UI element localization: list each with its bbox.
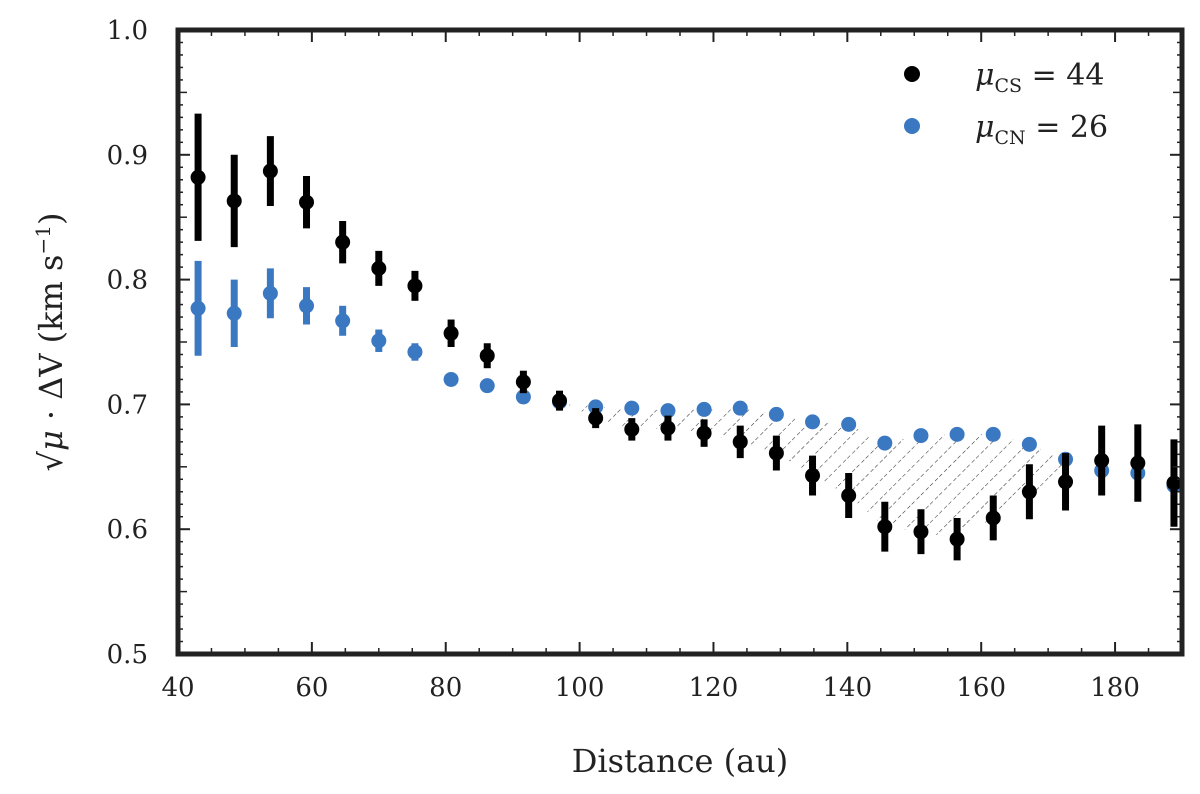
point-cn	[913, 428, 929, 444]
point-cs	[588, 410, 604, 426]
series-cs	[190, 113, 1182, 561]
x-axis-label: Distance (au)	[572, 742, 789, 780]
point-cs	[913, 524, 929, 540]
point-cs	[841, 488, 857, 504]
point-cn	[768, 406, 784, 422]
y-tick-label: 1.0	[107, 16, 148, 46]
point-cs	[1166, 475, 1182, 491]
y-axis-label: √μ · ΔV (km s−1)	[31, 213, 70, 472]
point-cs	[768, 445, 784, 461]
point-cs	[190, 169, 206, 185]
legend-label-cs: μCS = 44	[975, 58, 1104, 97]
point-cs	[262, 163, 278, 179]
point-cn	[299, 298, 315, 314]
point-cn	[805, 414, 821, 430]
point-cn	[515, 389, 531, 405]
point-cs	[552, 393, 568, 409]
y-tick-label: 0.7	[107, 390, 148, 420]
point-cn	[985, 426, 1001, 442]
y-tick-label: 0.6	[107, 515, 148, 545]
point-cs	[696, 425, 712, 441]
y-tick-label: 0.5	[107, 640, 148, 670]
point-cs	[226, 193, 242, 209]
point-cs	[479, 348, 495, 364]
point-cs	[660, 420, 676, 436]
y-tick-label: 0.8	[107, 266, 148, 296]
x-tick-label: 180	[1090, 673, 1140, 703]
point-cn	[190, 300, 206, 316]
point-cn	[841, 416, 857, 432]
point-cn	[624, 400, 640, 416]
point-cs	[805, 468, 821, 484]
point-cs	[407, 278, 423, 294]
point-cs	[1058, 474, 1074, 490]
point-cs	[299, 194, 315, 210]
point-cs	[515, 374, 531, 390]
point-cn	[407, 344, 423, 360]
axis-ticks: 40 60 80 100 120 140 160 180 0.5 0.6 0.7 0.8 0.9 1.0	[107, 16, 1182, 703]
point-cn	[660, 403, 676, 419]
x-tick-label: 160	[956, 673, 1006, 703]
y-tick-label: 0.9	[107, 141, 148, 171]
point-cn	[696, 401, 712, 417]
point-cn	[877, 435, 893, 451]
point-cn	[588, 399, 604, 415]
point-cn	[371, 333, 387, 349]
point-cs	[1094, 453, 1110, 469]
legend-marker-cn	[904, 118, 920, 134]
point-cs	[949, 531, 965, 547]
x-tick-label: 100	[555, 673, 605, 703]
point-cs	[985, 510, 1001, 526]
x-tick-label: 60	[295, 673, 328, 703]
point-cs	[1130, 455, 1146, 471]
point-cn	[226, 305, 242, 321]
point-cn	[1021, 436, 1037, 452]
point-cs	[624, 421, 640, 437]
x-tick-label: 40	[161, 673, 194, 703]
point-cs	[335, 234, 351, 250]
point-cs	[1021, 484, 1037, 500]
point-cs	[732, 434, 748, 450]
x-tick-label: 80	[429, 673, 462, 703]
legend: μCS = 44 μCN = 26	[904, 58, 1108, 149]
point-cn	[262, 285, 278, 301]
point-cs	[443, 325, 459, 341]
x-tick-label: 120	[689, 673, 739, 703]
point-cs	[877, 519, 893, 535]
point-cn	[335, 313, 351, 329]
legend-marker-cs	[904, 66, 920, 82]
point-cn	[443, 371, 459, 387]
legend-label-cn: μCN = 26	[975, 110, 1108, 149]
point-cs	[371, 260, 387, 276]
point-cn	[479, 378, 495, 394]
x-tick-label: 140	[823, 673, 873, 703]
point-cn	[949, 426, 965, 442]
point-cn	[732, 400, 748, 416]
